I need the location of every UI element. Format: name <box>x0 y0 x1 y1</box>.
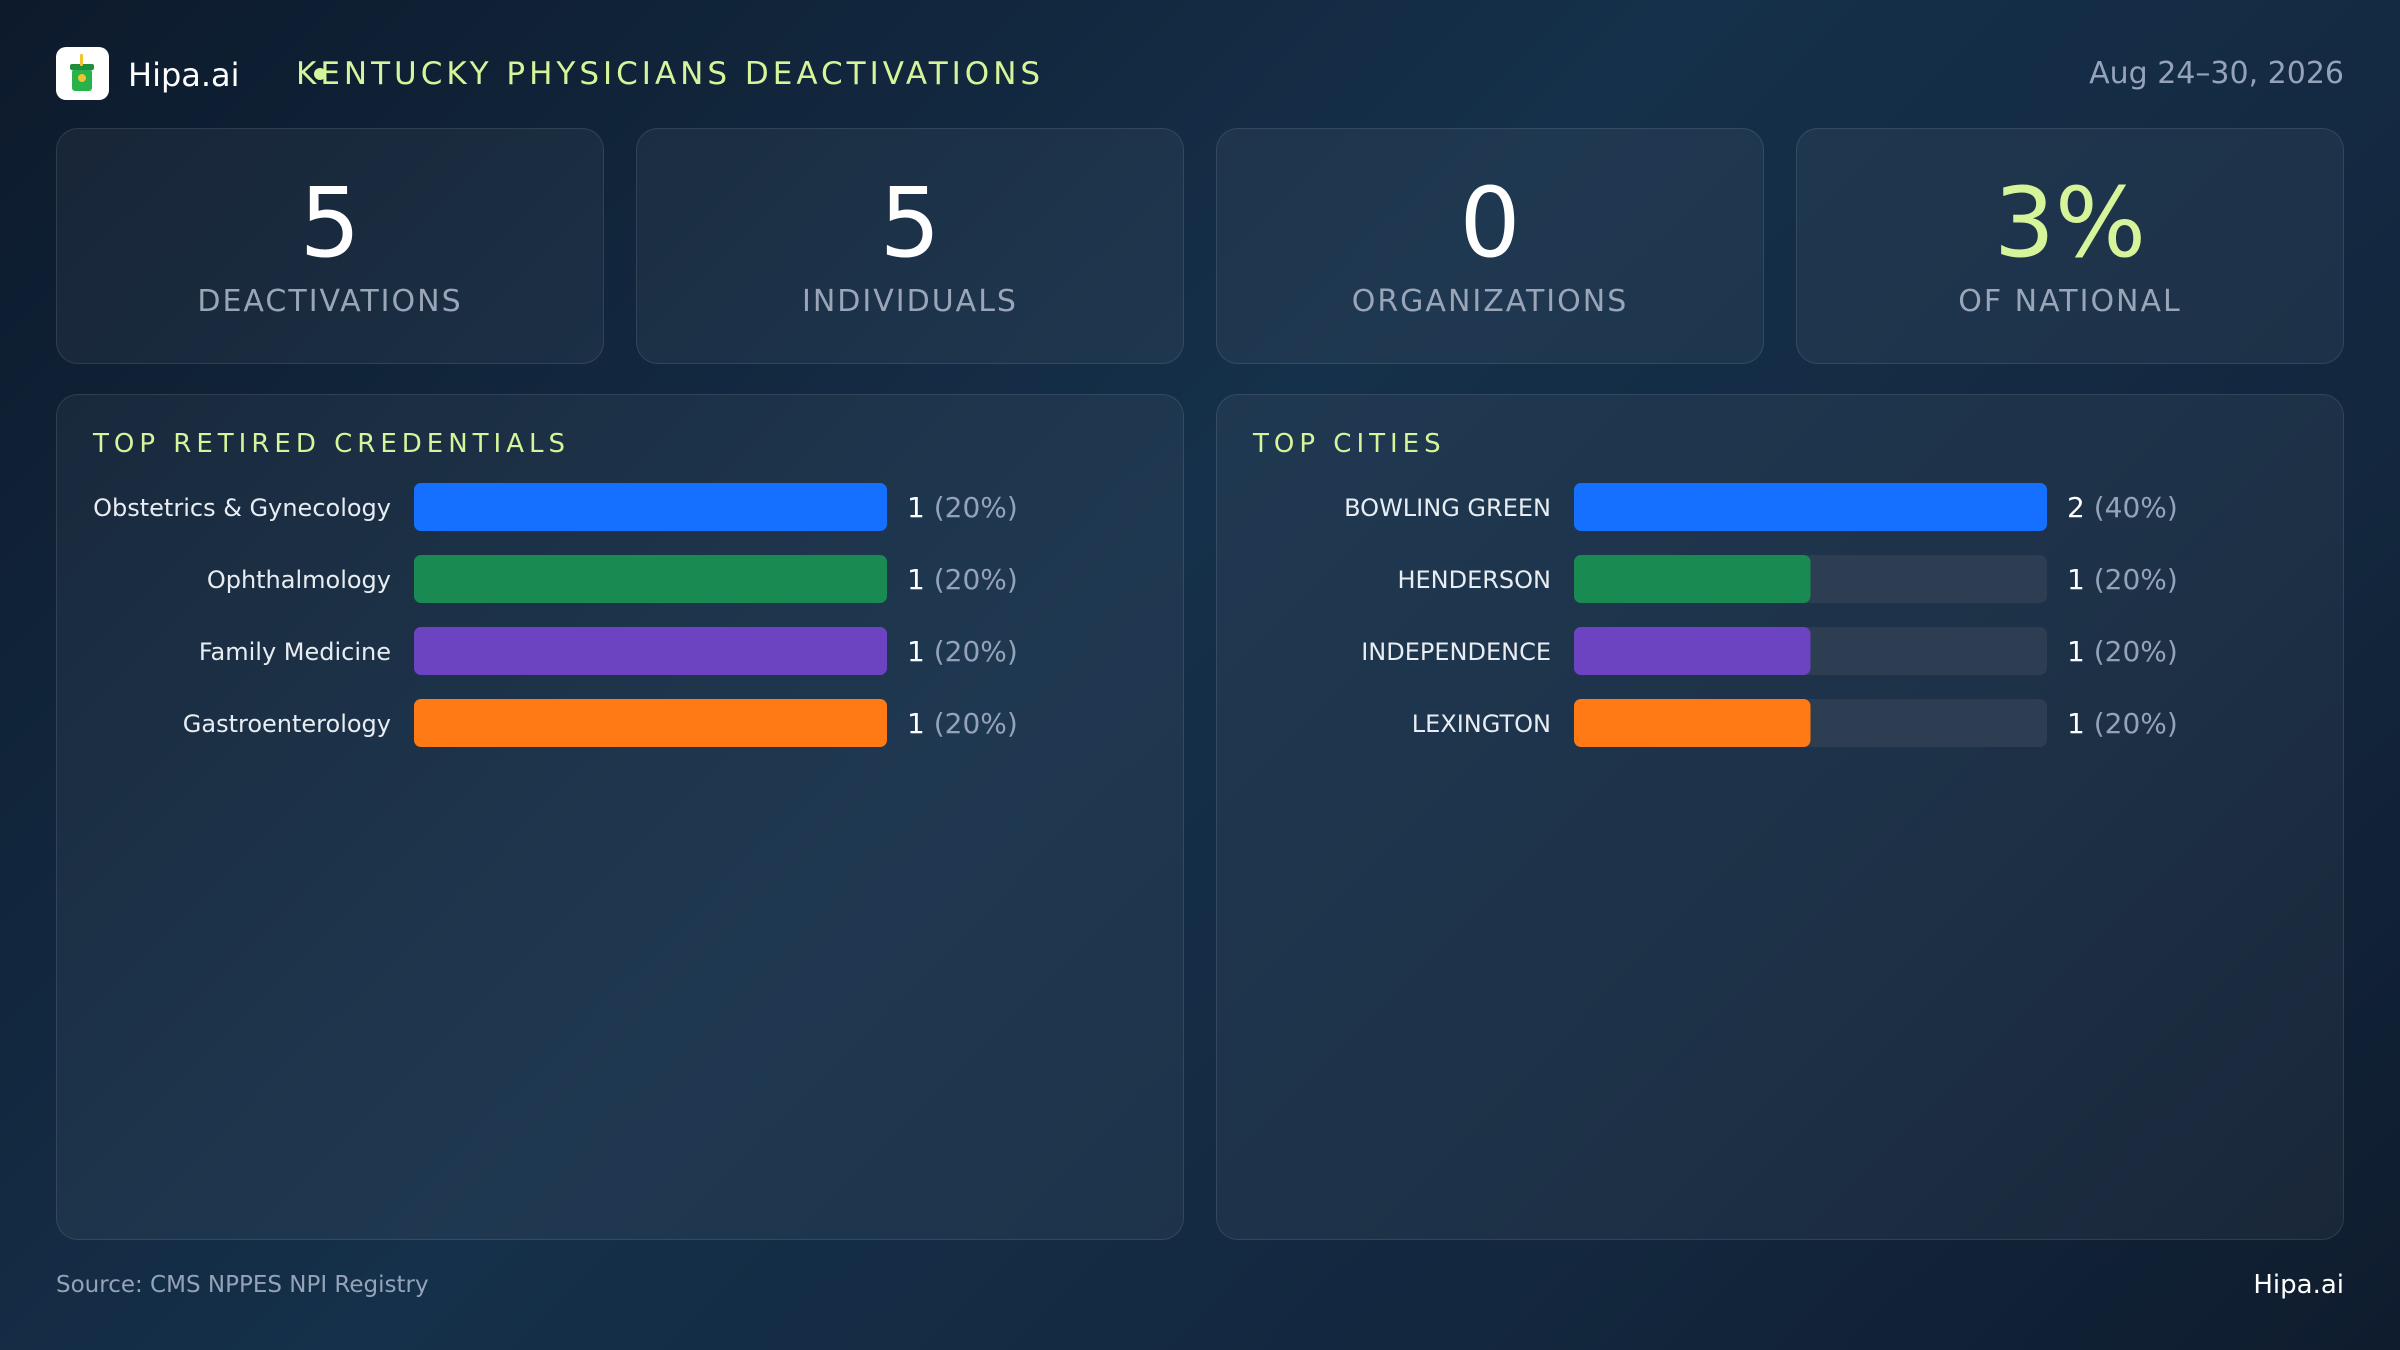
bar <box>414 555 887 603</box>
stat-label: DEACTIVATIONS <box>197 284 463 319</box>
panel-title: TOP CITIES <box>1253 429 1446 459</box>
footer-brand: Hipa.ai <box>2253 1270 2344 1300</box>
category-label: HENDERSON <box>1397 566 1551 594</box>
stat-card-national-share: 3% OF NATIONAL <box>1796 128 2344 364</box>
date-range: Aug 24–30, 2026 <box>2089 56 2344 91</box>
panel-title: TOP RETIRED CREDENTIALS <box>93 429 570 459</box>
stat-card-individuals: 5 INDIVIDUALS <box>636 128 1184 364</box>
header: Hipa.ai KENTUCKY PHYSICIANS DEACTIVATION… <box>56 46 2344 102</box>
category-label: Gastroenterology <box>183 710 391 738</box>
stat-value: 5 <box>879 167 941 279</box>
page-title: KENTUCKY PHYSICIANS DEACTIVATIONS <box>296 56 1045 92</box>
bar <box>1574 555 1811 603</box>
stat-label: ORGANIZATIONS <box>1351 284 1629 319</box>
data-label: 1 (20%) <box>907 635 1018 668</box>
stat-label: INDIVIDUALS <box>802 284 1018 319</box>
panel-top-credentials: TOP RETIRED CREDENTIALS Obstetrics & Gyn… <box>56 394 1184 1240</box>
cities-bar-chart: BOWLING GREEN 2 (40%) HENDERSON 1 (20%) INDE… <box>1344 483 2178 747</box>
stat-value: 3% <box>1993 167 2147 279</box>
separator-dot <box>314 68 326 80</box>
panel-top-cities: TOP CITIES BOWLING GREEN 2 (40%) HENDERSON… <box>1216 394 2344 1240</box>
brand-name: Hipa.ai <box>128 56 240 94</box>
bar <box>414 627 887 675</box>
source-note: Source: CMS NPPES NPI Registry <box>56 1272 429 1298</box>
category-label: INDEPENDENCE <box>1361 638 1551 666</box>
logo <box>56 47 109 100</box>
stat-value: 5 <box>299 167 361 279</box>
bar <box>1574 627 1811 675</box>
data-label: 1 (20%) <box>2067 635 2178 668</box>
category-label: Family Medicine <box>199 638 391 666</box>
bar <box>414 699 887 747</box>
data-label: 1 (20%) <box>2067 563 2178 596</box>
bar <box>1574 483 2047 531</box>
data-label: 1 (20%) <box>2067 707 2178 740</box>
category-label: BOWLING GREEN <box>1344 494 1551 522</box>
cup-icon <box>70 54 94 91</box>
category-label: Obstetrics & Gynecology <box>93 494 391 522</box>
stat-card-organizations: 0 ORGANIZATIONS <box>1216 128 1764 364</box>
category-label: LEXINGTON <box>1412 710 1551 738</box>
stat-value: 0 <box>1459 167 1521 279</box>
credentials-bar-chart: Obstetrics & Gynecology 1 (20%) Ophthalmol… <box>93 483 1018 747</box>
bar <box>414 483 887 531</box>
bar <box>1574 699 1811 747</box>
data-label: 1 (20%) <box>907 563 1018 596</box>
stat-card-deactivations: 5 DEACTIVATIONS <box>56 128 604 364</box>
stat-label: OF NATIONAL <box>1958 284 2182 319</box>
data-label: 2 (40%) <box>2067 491 2178 524</box>
data-label: 1 (20%) <box>907 707 1018 740</box>
category-label: Ophthalmology <box>207 566 391 594</box>
data-label: 1 (20%) <box>907 491 1018 524</box>
